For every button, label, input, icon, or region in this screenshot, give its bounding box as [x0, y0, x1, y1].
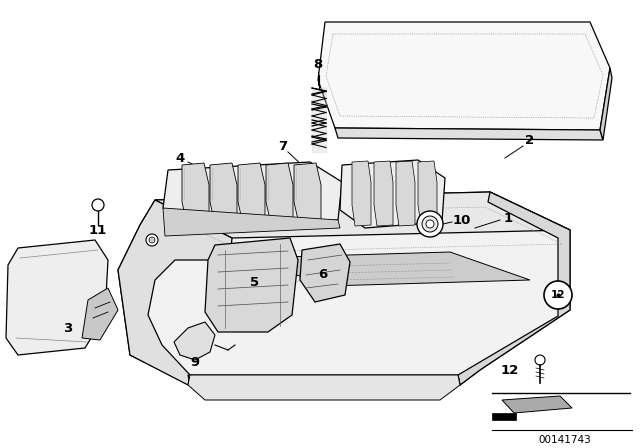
- Circle shape: [146, 234, 158, 246]
- Text: 12: 12: [501, 363, 519, 376]
- Polygon shape: [118, 192, 570, 385]
- Polygon shape: [205, 238, 298, 332]
- Polygon shape: [155, 192, 570, 238]
- Polygon shape: [188, 375, 460, 385]
- Polygon shape: [418, 161, 437, 226]
- Polygon shape: [174, 322, 215, 360]
- Polygon shape: [492, 413, 516, 420]
- Polygon shape: [118, 200, 232, 385]
- Circle shape: [535, 355, 545, 365]
- Polygon shape: [248, 252, 530, 286]
- Polygon shape: [396, 161, 415, 226]
- Polygon shape: [82, 288, 118, 340]
- Text: 2: 2: [525, 134, 534, 146]
- Polygon shape: [163, 208, 340, 236]
- Circle shape: [426, 220, 434, 228]
- Text: 6: 6: [318, 268, 328, 281]
- Text: 1: 1: [504, 211, 513, 224]
- Polygon shape: [210, 163, 237, 224]
- Text: 12: 12: [551, 290, 565, 300]
- Polygon shape: [238, 163, 265, 224]
- Text: 11: 11: [89, 224, 107, 237]
- Polygon shape: [352, 161, 371, 226]
- Circle shape: [422, 216, 438, 232]
- Polygon shape: [318, 22, 610, 130]
- Circle shape: [552, 290, 562, 300]
- Text: 7: 7: [278, 139, 287, 152]
- Text: 5: 5: [250, 276, 260, 289]
- Polygon shape: [300, 244, 350, 302]
- Circle shape: [92, 199, 104, 211]
- Polygon shape: [163, 162, 342, 228]
- Polygon shape: [188, 375, 460, 400]
- Polygon shape: [340, 160, 445, 228]
- Circle shape: [149, 237, 155, 243]
- Circle shape: [544, 281, 572, 309]
- Polygon shape: [458, 192, 570, 385]
- Polygon shape: [266, 163, 293, 224]
- Polygon shape: [374, 161, 393, 226]
- Circle shape: [417, 211, 443, 237]
- Text: 4: 4: [175, 151, 184, 164]
- Text: 8: 8: [314, 59, 323, 72]
- Text: 9: 9: [191, 356, 200, 369]
- Text: 00141743: 00141743: [539, 435, 591, 445]
- Polygon shape: [182, 163, 209, 224]
- Polygon shape: [335, 128, 603, 140]
- Text: 3: 3: [63, 322, 72, 335]
- Text: 10: 10: [453, 214, 471, 227]
- Polygon shape: [600, 68, 612, 140]
- Circle shape: [547, 285, 567, 305]
- Polygon shape: [294, 163, 321, 224]
- Polygon shape: [6, 240, 108, 355]
- Polygon shape: [502, 396, 572, 413]
